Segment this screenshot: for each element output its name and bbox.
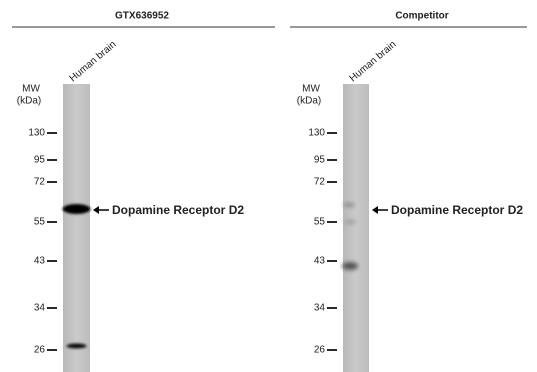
lane-label: Human brain bbox=[68, 39, 119, 84]
band bbox=[67, 344, 87, 349]
band bbox=[342, 262, 358, 270]
western-blot-figure: GTX636952Human brainMW(kDa)1309572554334… bbox=[0, 0, 537, 372]
marker-label: 130 bbox=[308, 128, 325, 139]
mw-label: (kDa) bbox=[297, 96, 321, 107]
mw-label: MW bbox=[302, 84, 320, 95]
band bbox=[344, 220, 356, 224]
arrow-head bbox=[93, 206, 99, 214]
marker-label: 34 bbox=[34, 303, 46, 314]
marker-label: 34 bbox=[314, 303, 326, 314]
marker-label: 72 bbox=[34, 177, 46, 188]
panel-title: GTX636952 bbox=[115, 11, 169, 22]
marker-label: 130 bbox=[28, 128, 45, 139]
marker-label: 95 bbox=[314, 155, 326, 166]
band-annotation: Dopamine Receptor D2 bbox=[391, 203, 523, 217]
marker-label: 26 bbox=[34, 345, 46, 356]
lane-strip bbox=[63, 84, 90, 372]
marker-label: 55 bbox=[34, 217, 46, 228]
marker-label: 95 bbox=[34, 155, 46, 166]
lane-strip bbox=[343, 84, 369, 372]
panel-title: Competitor bbox=[395, 11, 448, 22]
marker-label: 55 bbox=[314, 217, 326, 228]
marker-label: 72 bbox=[314, 177, 326, 188]
mw-label: MW bbox=[22, 84, 40, 95]
marker-label: 43 bbox=[34, 256, 46, 267]
marker-label: 26 bbox=[314, 345, 326, 356]
lane-label: Human brain bbox=[348, 39, 399, 84]
marker-label: 43 bbox=[314, 256, 326, 267]
arrow-head bbox=[372, 206, 378, 214]
band-annotation: Dopamine Receptor D2 bbox=[112, 203, 244, 217]
band bbox=[63, 204, 91, 214]
mw-label: (kDa) bbox=[17, 96, 41, 107]
band bbox=[343, 203, 355, 207]
